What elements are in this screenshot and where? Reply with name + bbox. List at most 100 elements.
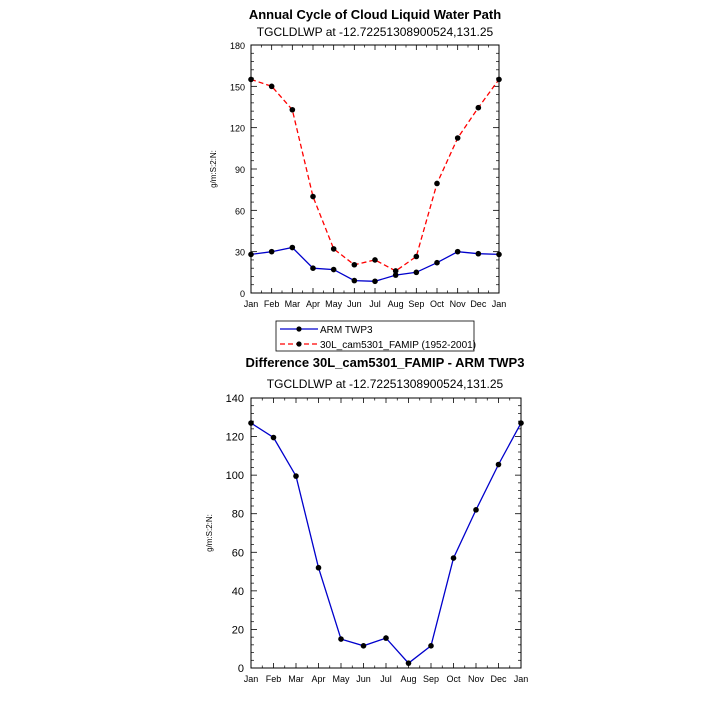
top-ytick-label: 0 [240, 289, 245, 299]
legend-marker-cam [296, 341, 302, 347]
top-ytick-label: 90 [235, 165, 245, 175]
top-chart: Annual Cycle of Cloud Liquid Water Path … [209, 7, 506, 352]
top-ytick-label: 150 [230, 82, 245, 92]
top-chart-title: Annual Cycle of Cloud Liquid Water Path [249, 7, 501, 22]
top-series-1-point [475, 104, 482, 111]
bottom-series-0-line [250, 422, 522, 665]
bottom-ytick-label: 20 [232, 624, 244, 636]
bottom-xtick-label: Oct [446, 674, 461, 684]
top-xtick-label: Sep [408, 299, 424, 309]
bottom-xtick-label: Mar [288, 674, 304, 684]
top-xtick-label: Apr [306, 299, 320, 309]
bottom-series-0-point [450, 555, 457, 561]
top-plot-area: Jan Feb Mar Apr May Jun Jul Aug Sep Oct Nov Dec Jan0… [230, 41, 506, 309]
legend-box [275, 320, 475, 352]
top-xtick-label: Jan [244, 299, 259, 309]
top-series-1-point [310, 193, 316, 200]
bottom-ytick-label: 0 [238, 663, 244, 675]
top-series-0-point [475, 250, 482, 257]
top-ytick-label: 30 [235, 248, 245, 258]
top-series-1-point [289, 106, 296, 113]
top-series-0-point [372, 278, 378, 285]
bottom-series-0-point [383, 635, 389, 641]
top-series-0-point [351, 277, 358, 284]
top-ytick-label: 60 [235, 206, 245, 216]
bottom-series-0-point [473, 507, 479, 513]
top-series-0-point [392, 272, 399, 278]
top-ytick-label: 180 [230, 41, 245, 51]
bottom-xtick-label: Aug [400, 674, 416, 684]
bottom-series-0-point [360, 643, 367, 649]
top-series-0-point [268, 248, 275, 255]
bottom-plot-area: Jan Feb Mar Apr May Jun Jul Aug Sep Oct Nov Dec Jan0… [226, 393, 529, 684]
top-series-1-point [392, 268, 399, 274]
top-xtick-label: Dec [470, 299, 487, 309]
top-chart-legend: ARM TWP3 30L_cam5301_FAMIP (1952-2001) [275, 320, 476, 352]
top-xtick-label: May [325, 299, 343, 309]
top-series-0-point [310, 265, 316, 272]
top-series-0-point [289, 244, 296, 251]
top-series-0-line [250, 246, 500, 282]
bottom-chart-ylabel: g/m:S:2:N: [205, 514, 214, 552]
bottom-series-0-point [293, 473, 299, 479]
top-series-1-line [250, 78, 500, 272]
legend-marker-arm [296, 326, 302, 332]
bottom-xtick-label: Jan [244, 674, 259, 684]
top-series-1-point [268, 83, 275, 90]
top-series-1-point [434, 180, 440, 187]
legend-label-cam: 30L_cam5301_FAMIP (1952-2001) [320, 340, 476, 351]
bottom-chart: Difference 30L_cam5301_FAMIP - ARM TWP3 … [205, 355, 528, 684]
top-series-0-point [496, 251, 502, 258]
bottom-chart-title: Difference 30L_cam5301_FAMIP - ARM TWP3 [246, 355, 525, 370]
top-series-1-point [330, 246, 337, 252]
top-xtick-label: Aug [388, 299, 404, 309]
top-series-1-point [351, 261, 358, 268]
bottom-ytick-label: 140 [226, 393, 244, 405]
bottom-series-0-point [428, 643, 434, 649]
top-xtick-label: Nov [450, 299, 467, 309]
top-series-1-point [454, 135, 461, 141]
bottom-xtick-label: Jan [514, 674, 529, 684]
bottom-series-0-point [315, 564, 322, 571]
top-xtick-label: Jul [369, 299, 381, 309]
top-series-0-point [454, 248, 461, 255]
bottom-series-0-point [518, 420, 524, 426]
top-xtick-label: Mar [285, 299, 301, 309]
bottom-series-0-point [270, 434, 277, 441]
top-series-1-point [248, 76, 254, 83]
top-xtick-label: Jun [347, 299, 362, 309]
top-ytick-label: 120 [230, 124, 245, 134]
bottom-xtick-label: Sep [423, 674, 439, 684]
top-series-0-point [330, 266, 337, 273]
bottom-xtick-label: Nov [468, 674, 485, 684]
bottom-xtick-label: Feb [266, 674, 282, 684]
bottom-series-0-point [495, 461, 502, 468]
bottom-ytick-label: 120 [226, 432, 244, 444]
top-xtick-label: Oct [430, 299, 445, 309]
bottom-frame [250, 397, 522, 669]
bottom-xtick-label: Apr [311, 674, 325, 684]
bottom-series-0-point [248, 420, 254, 426]
bottom-ytick-label: 80 [232, 509, 244, 521]
bottom-series-0-point [338, 636, 344, 642]
top-chart-subtitle: TGCLDLWP at -12.72251308900524,131.25 [257, 25, 494, 39]
top-series-1-point [372, 257, 378, 263]
bottom-ytick-label: 40 [232, 586, 244, 598]
top-chart-ylabel: g/m:S:2:N: [209, 150, 218, 188]
top-xtick-label: Feb [264, 299, 280, 309]
bottom-chart-subtitle: TGCLDLWP at -12.72251308900524,131.25 [267, 377, 504, 391]
top-xtick-label: Jan [492, 299, 507, 309]
top-series-0-point [434, 259, 440, 266]
top-series-1-point [496, 76, 502, 83]
top-series-0-point [248, 251, 254, 258]
bottom-xtick-label: Dec [490, 674, 507, 684]
bottom-xtick-label: Jul [380, 674, 392, 684]
top-frame [250, 44, 500, 294]
top-series-1-point [413, 253, 420, 260]
bottom-ytick-label: 60 [232, 547, 244, 559]
bottom-xtick-label: May [332, 674, 350, 684]
bottom-xtick-label: Jun [356, 674, 371, 684]
bottom-ytick-label: 100 [226, 470, 244, 482]
legend-label-arm: ARM TWP3 [320, 325, 373, 336]
